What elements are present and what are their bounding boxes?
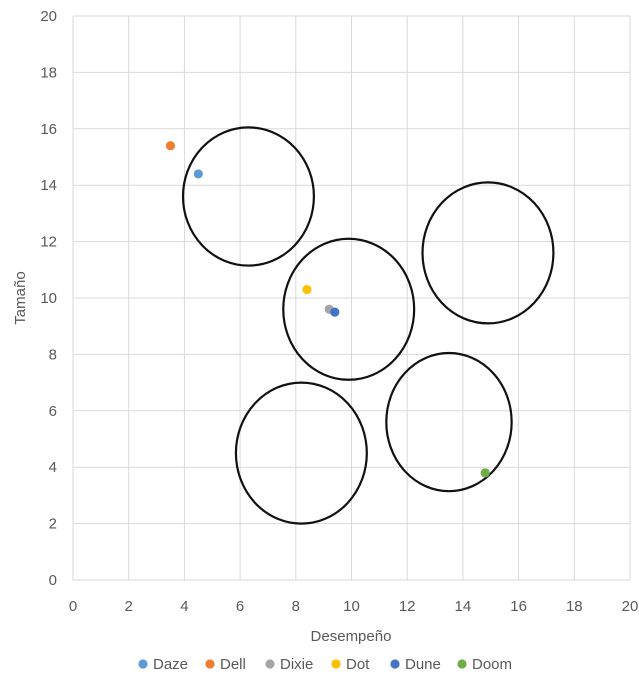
x-tick-label: 8 <box>292 598 300 615</box>
x-axis-ticks: 0 2 4 6 8 10 12 14 16 18 20 <box>69 598 639 615</box>
x-tick-label: 18 <box>566 598 583 615</box>
legend-label-dot: Dot <box>346 656 370 673</box>
y-tick-label: 12 <box>40 234 57 251</box>
y-tick-label: 4 <box>49 459 57 476</box>
cluster-circle <box>181 126 316 267</box>
data-point-dell <box>165 141 176 151</box>
cluster-circle <box>385 351 513 493</box>
grid-lines <box>72 15 631 581</box>
x-tick-label: 0 <box>69 598 77 615</box>
y-tick-label: 6 <box>49 403 57 420</box>
cluster-circles <box>181 126 555 525</box>
legend-marker-dot <box>331 659 341 669</box>
y-tick-label: 2 <box>49 516 57 533</box>
x-axis-title: Desempeño <box>311 628 392 645</box>
y-tick-label: 14 <box>40 177 57 194</box>
legend-marker-dixie <box>265 659 275 669</box>
data-point-daze <box>193 169 203 179</box>
y-tick-label: 18 <box>40 64 57 81</box>
x-tick-label: 12 <box>399 598 416 615</box>
legend: Daze Dell Dixie Dot Dune Doom <box>138 656 512 673</box>
y-tick-label: 8 <box>49 346 57 363</box>
y-tick-label: 20 <box>40 8 57 25</box>
data-point-dune <box>330 307 340 317</box>
y-tick-label: 16 <box>40 121 57 138</box>
legend-label-dixie: Dixie <box>280 656 313 673</box>
x-tick-label: 20 <box>622 598 639 615</box>
legend-label-doom: Doom <box>472 656 512 673</box>
y-axis-title: Tamaño <box>12 271 29 324</box>
y-tick-label: 0 <box>49 572 57 589</box>
legend-marker-dell <box>205 659 215 669</box>
legend-label-dune: Dune <box>405 656 441 673</box>
x-tick-label: 2 <box>125 598 133 615</box>
y-axis-ticks: 0 2 4 6 8 10 12 14 16 18 20 <box>40 8 57 589</box>
x-tick-label: 14 <box>455 598 472 615</box>
legend-marker-daze <box>138 659 148 669</box>
data-point-dot <box>302 284 312 295</box>
x-tick-label: 6 <box>236 598 244 615</box>
x-tick-label: 10 <box>343 598 360 615</box>
x-tick-label: 4 <box>180 598 188 615</box>
x-tick-label: 16 <box>510 598 527 615</box>
legend-marker-dune <box>390 659 400 669</box>
data-point-doom <box>480 468 490 478</box>
legend-label-dell: Dell <box>220 656 246 673</box>
cluster-circle <box>421 181 555 325</box>
legend-label-daze: Daze <box>153 656 188 673</box>
cluster-circle <box>234 381 368 525</box>
cluster-circle <box>282 237 416 381</box>
y-tick-label: 10 <box>40 290 57 307</box>
data-points <box>165 141 490 478</box>
legend-marker-doom <box>457 659 467 669</box>
